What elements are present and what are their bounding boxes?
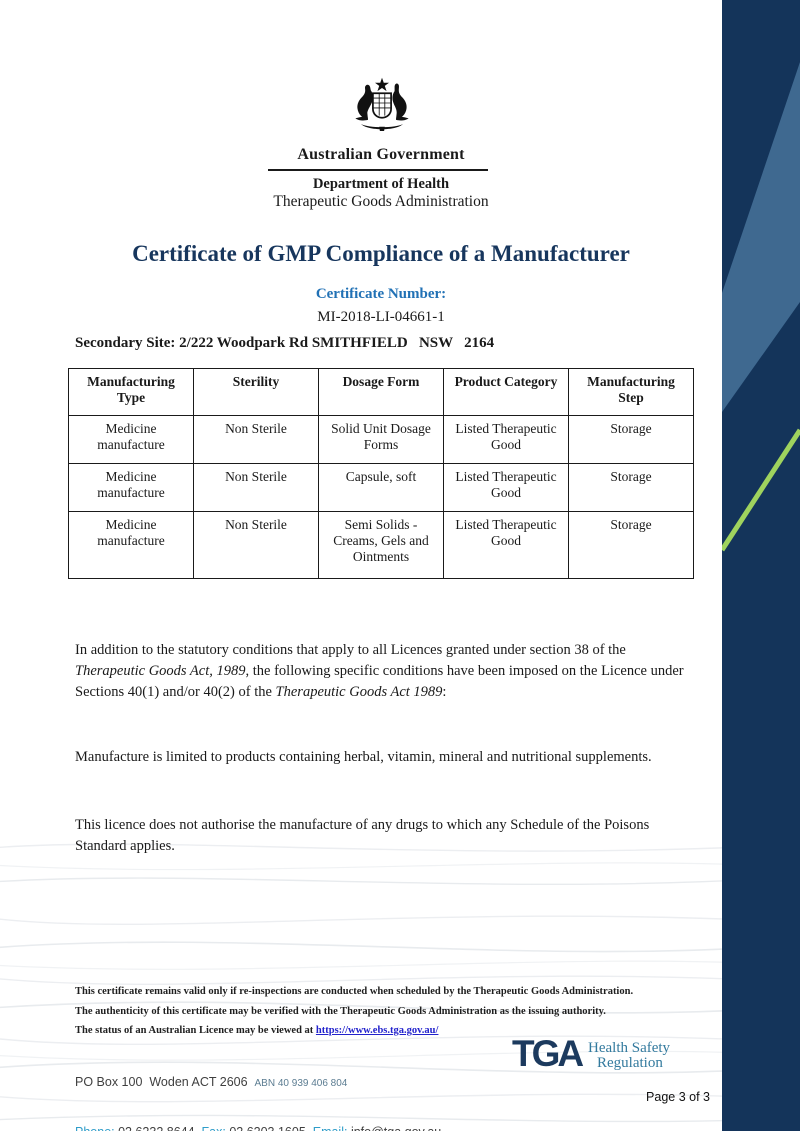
cell-sterility: Non Sterile — [193, 463, 319, 512]
authenticity-note: The authenticity of this certificate may… — [75, 1005, 606, 1017]
agency-name: Therapeutic Goods Administration — [273, 193, 489, 210]
cell-manufacturing-step: Storage — [568, 463, 694, 512]
government-name: Australian Government — [297, 146, 465, 163]
cell-manufacturing-type: Medicine manufacture — [68, 415, 194, 464]
tagline-line2: Regulation — [597, 1055, 663, 1071]
po-box-address: PO Box 100 Woden ACT 2606 — [75, 1075, 255, 1089]
secondary-site-line: Secondary Site: 2/222 Woodpark Rd SMITHF… — [75, 335, 495, 351]
intro-text: In addition to the statutory conditions … — [75, 642, 626, 658]
cell-dosage-form: Capsule, soft — [318, 463, 444, 512]
col-header-sterility: Sterility — [193, 368, 319, 416]
table-row: Medicine manufacture Non Sterile Capsule… — [68, 463, 694, 512]
cell-sterility: Non Sterile — [193, 415, 319, 464]
header-divider — [268, 169, 488, 171]
table-row: Medicine manufacture Non Sterile Semi So… — [68, 511, 694, 579]
cell-manufacturing-type: Medicine manufacture — [68, 511, 194, 579]
cell-product-category: Listed Therapeutic Good — [443, 463, 569, 512]
col-header-dosage-form: Dosage Form — [318, 368, 444, 416]
tga-logo-acronym: TGA — [512, 1033, 584, 1074]
validity-note: This certificate remains valid only if r… — [75, 986, 634, 997]
cell-product-category: Listed Therapeutic Good — [443, 415, 569, 464]
abn-number: ABN 40 939 406 804 — [254, 1078, 348, 1089]
email-label: Email: — [313, 1125, 351, 1131]
cell-manufacturing-type: Medicine manufacture — [68, 463, 194, 512]
tagline-line1: Health Safety — [588, 1040, 671, 1056]
ebs-tga-link[interactable]: https://www.ebs.tga.gov.au/ — [315, 1025, 439, 1036]
phone-label: Phone: — [75, 1125, 118, 1131]
page-number: Page 3 of 3 — [646, 1090, 710, 1104]
status-note-text: The status of an Australian Licence may … — [75, 1025, 316, 1036]
email-address: info@tga.gov.au — [351, 1125, 448, 1131]
manufacturing-table: Manufacturing Type Sterility Dosage Form… — [68, 368, 694, 579]
certificate-number-label: Certificate Number: — [315, 286, 447, 302]
tga-logo-tagline: Health Safety Regulation — [588, 1041, 670, 1071]
phone-line: Phone: 02 6232 8644 Fax: 02 6203 1605 Em… — [75, 1124, 515, 1131]
act-name-italic: Therapeutic Goods Act, 1989 — [75, 663, 246, 679]
fax-number: 02 6203 1605 — [229, 1125, 312, 1131]
table-header-row: Manufacturing Type Sterility Dosage Form… — [68, 368, 694, 416]
intro-text: , the following specific conditions have… — [75, 663, 684, 700]
certificate-number-value: MI-2018-LI-04661-1 — [317, 309, 445, 325]
col-header-product-category: Product Category — [443, 368, 569, 416]
fax-label: Fax: — [202, 1125, 230, 1131]
status-note: The status of an Australian Licence may … — [75, 1021, 635, 1041]
page-title: Certificate of GMP Compliance of a Manuf… — [132, 241, 630, 266]
col-header-manufacturing-type: Manufacturing Type — [68, 368, 194, 416]
footer-notes: This certificate remains valid only if r… — [75, 982, 635, 1041]
act-name-italic: Therapeutic Goods Act 1989 — [275, 684, 443, 700]
address-line: PO Box 100 Woden ACT 2606 ABN 40 939 406… — [75, 1074, 515, 1092]
australian-coat-of-arms-icon — [355, 77, 409, 131]
conditions-intro-paragraph: In addition to the statutory conditions … — [75, 640, 687, 703]
cell-dosage-form: Semi Solids - Creams, Gels and Ointments — [318, 511, 444, 579]
tga-logo: TGA Health Safety Regulation — [512, 1033, 712, 1088]
side-band-decoration — [722, 0, 800, 1131]
cell-manufacturing-step: Storage — [568, 511, 694, 579]
cell-product-category: Listed Therapeutic Good — [443, 511, 569, 579]
department-name: Department of Health — [312, 176, 450, 192]
contact-block: PO Box 100 Woden ACT 2606 ABN 40 939 406… — [75, 1042, 515, 1131]
cell-sterility: Non Sterile — [193, 511, 319, 579]
wave-pattern-decoration — [0, 843, 800, 1123]
condition-paragraph-1: Manufacture is limited to products conta… — [75, 749, 652, 765]
cell-manufacturing-step: Storage — [568, 415, 694, 464]
table-row: Medicine manufacture Non Sterile Solid U… — [68, 415, 694, 464]
phone-number: 02 6232 8644 — [118, 1125, 201, 1131]
col-header-manufacturing-step: Manufacturing Step — [568, 368, 694, 416]
intro-text: : — [442, 684, 447, 700]
condition-paragraph-2: This licence does not authorise the manu… — [75, 817, 650, 854]
cell-dosage-form: Solid Unit Dosage Forms — [318, 415, 444, 464]
